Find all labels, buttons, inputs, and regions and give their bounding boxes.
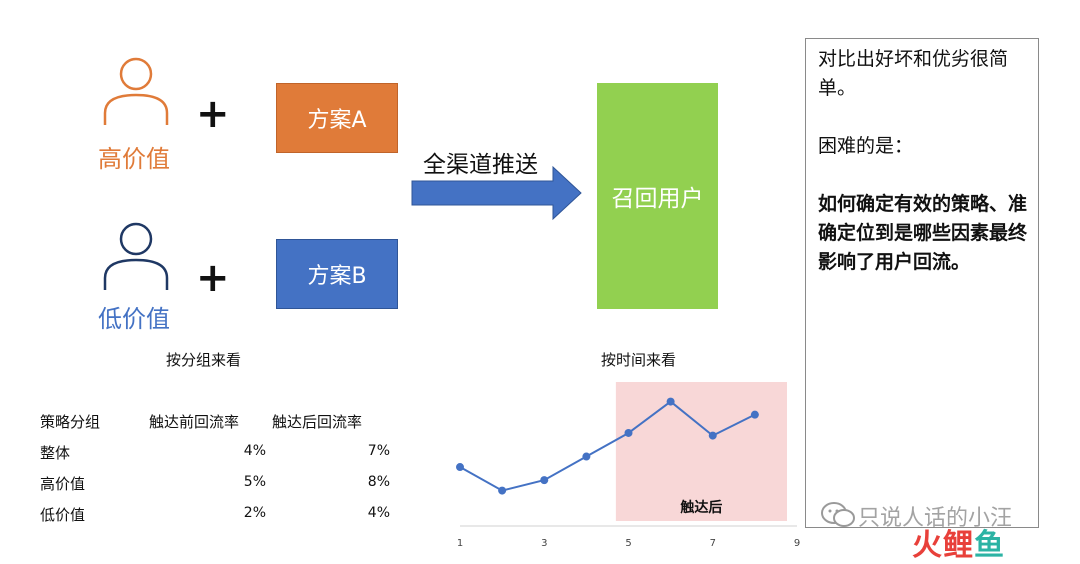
plan-b-box: 方案B: [276, 239, 398, 309]
table-cell-before: 2%: [243, 505, 266, 521]
group-caption: 按分组来看: [166, 351, 242, 369]
table-cell-after: 4%: [367, 505, 390, 521]
table-header-before: 触达前回流率: [149, 413, 240, 431]
data-point: [708, 431, 717, 440]
high-value-user-icon: [100, 55, 172, 127]
table-cell-after: 8%: [367, 474, 390, 490]
recall-users-label: 召回用户: [611, 186, 704, 212]
data-point: [666, 397, 675, 406]
note-difficulty: 困难的是：: [818, 135, 914, 157]
table-header-after: 触达后回流率: [272, 413, 363, 431]
plan-a-box: 方案A: [276, 83, 398, 153]
note-key-question: 如何确定有效的策略、准确定位到是哪些因素最终影响了用户回流。: [818, 193, 1028, 273]
watermark-text: 只说人话的小汪: [858, 506, 1013, 531]
plan-b-label: 方案B: [307, 264, 367, 289]
table-cell-after: 7%: [367, 443, 390, 459]
after-touch-region: [615, 382, 787, 521]
x-tick-label: 7: [710, 538, 716, 549]
data-point: [456, 463, 464, 472]
table-row-label: 高价值: [40, 475, 86, 493]
data-point: [750, 410, 759, 419]
table-cell-before: 4%: [243, 443, 266, 459]
brand-logo: 火鲤鱼: [912, 520, 1005, 564]
data-point: [582, 452, 591, 461]
after-touch-label: 触达后: [679, 499, 722, 516]
low-value-user-icon: [100, 220, 172, 292]
trend-line: [459, 400, 756, 492]
time-caption: 按时间来看: [601, 351, 677, 369]
x-tick-label: 1: [457, 538, 463, 549]
data-point: [498, 486, 507, 495]
note-intro: 对比出好坏和优劣很简单。: [818, 48, 1009, 99]
x-tick-label: 5: [625, 538, 631, 549]
table-header-group: 策略分组: [40, 413, 101, 431]
trend-line-chart: 触达后 1 3 5 7 9: [456, 382, 800, 549]
table-cell-before: 5%: [243, 474, 266, 490]
wechat-icon: [820, 501, 856, 533]
data-point: [624, 428, 633, 437]
x-tick-label: 3: [541, 538, 547, 549]
brand-logo-part1: 火: [912, 528, 943, 563]
channel-label: 全渠道推送: [423, 152, 538, 178]
note-panel: 对比出好坏和优劣很简单。 困难的是： 如何确定有效的策略、准确定位到是哪些因素最…: [805, 38, 1039, 528]
table-row-label: 低价值: [40, 506, 86, 524]
high-value-label: 高价值: [98, 145, 170, 173]
recall-users-box: 召回用户: [597, 83, 718, 309]
brand-logo-part3: 鱼: [974, 528, 1005, 563]
brand-logo-part2: 鲤: [943, 528, 974, 563]
right-arrow-icon: [411, 165, 583, 225]
plan-a-label: 方案A: [307, 108, 367, 133]
low-value-label: 低价值: [98, 305, 170, 333]
plus-sign-1: +: [196, 91, 230, 137]
data-point: [540, 476, 549, 485]
plus-sign-2: +: [196, 255, 230, 301]
table-row-label: 整体: [40, 444, 71, 462]
x-tick-label: 9: [794, 538, 800, 549]
